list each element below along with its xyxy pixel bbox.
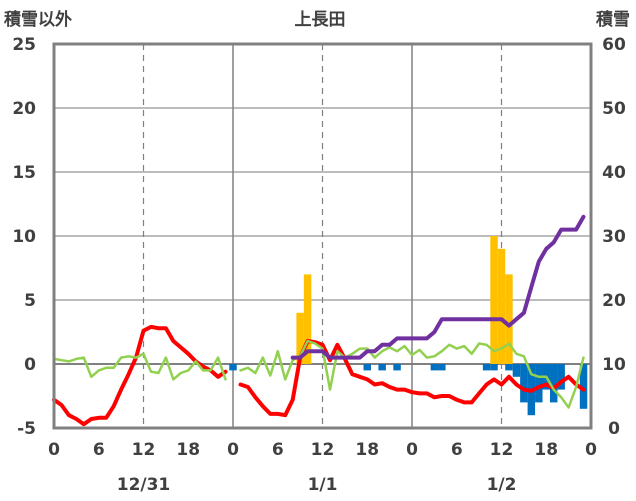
bar bbox=[535, 364, 543, 403]
bar bbox=[520, 364, 528, 403]
right-tick-label: 60 bbox=[602, 35, 626, 55]
day-label: 1/1 bbox=[308, 475, 338, 495]
bar bbox=[482, 364, 491, 371]
x-tick-label: 0 bbox=[585, 440, 597, 460]
x-tick-label: 0 bbox=[48, 440, 60, 460]
right-tick-label: 30 bbox=[602, 227, 626, 247]
left-axis-label: 積雪以外 bbox=[4, 9, 72, 30]
bar bbox=[303, 274, 312, 364]
bar bbox=[490, 364, 498, 371]
series-line bbox=[52, 324, 228, 427]
right-tick-label: 40 bbox=[602, 163, 626, 183]
left-tick-label: 10 bbox=[12, 227, 36, 247]
bar bbox=[497, 248, 506, 364]
x-tick-label: 6 bbox=[93, 440, 105, 460]
bar bbox=[505, 274, 513, 364]
x-tick-label: 0 bbox=[227, 440, 239, 460]
bar bbox=[557, 364, 565, 390]
series-line bbox=[52, 352, 227, 381]
bar bbox=[393, 364, 401, 371]
left-tick-label: -5 bbox=[17, 419, 36, 439]
bar bbox=[430, 364, 439, 371]
right-tick-label: 20 bbox=[602, 291, 626, 311]
bar bbox=[296, 312, 304, 364]
x-tick-label: 18 bbox=[355, 440, 379, 460]
right-tick-label: 50 bbox=[602, 99, 626, 119]
left-tick-label: 0 bbox=[24, 355, 36, 375]
plot-frame bbox=[52, 42, 593, 430]
left-tick-label: 5 bbox=[24, 291, 36, 311]
bars bbox=[229, 236, 588, 416]
bar bbox=[549, 364, 558, 403]
right-tick-label: 0 bbox=[608, 419, 620, 439]
right-axis-label: 積雪 bbox=[596, 9, 630, 30]
series-line bbox=[290, 214, 586, 360]
series-lines bbox=[52, 214, 586, 427]
right-tick-label: 10 bbox=[602, 355, 626, 375]
bar bbox=[378, 364, 386, 371]
series-line bbox=[238, 339, 586, 418]
x-tick-label: 6 bbox=[451, 440, 463, 460]
chart-title: 上長田 bbox=[295, 10, 346, 30]
bar bbox=[229, 364, 237, 371]
bar bbox=[363, 364, 371, 371]
x-tick-label: 12 bbox=[490, 440, 514, 460]
left-tick-label: 25 bbox=[12, 35, 36, 55]
x-tick-label: 12 bbox=[132, 440, 156, 460]
x-tick-label: 6 bbox=[272, 440, 284, 460]
bar bbox=[579, 364, 588, 409]
bar bbox=[490, 236, 498, 364]
day-label: 12/31 bbox=[117, 475, 171, 495]
x-tick-label: 18 bbox=[534, 440, 558, 460]
bar bbox=[512, 364, 521, 377]
plot-border bbox=[52, 42, 593, 430]
left-tick-label: 15 bbox=[12, 163, 36, 183]
x-tick-label: 0 bbox=[406, 440, 418, 460]
bar bbox=[438, 364, 446, 371]
left-tick-label: 20 bbox=[12, 99, 36, 119]
x-tick-label: 18 bbox=[176, 440, 200, 460]
x-tick-label: 12 bbox=[311, 440, 335, 460]
day-label: 1/2 bbox=[487, 475, 517, 495]
bar bbox=[505, 364, 513, 371]
